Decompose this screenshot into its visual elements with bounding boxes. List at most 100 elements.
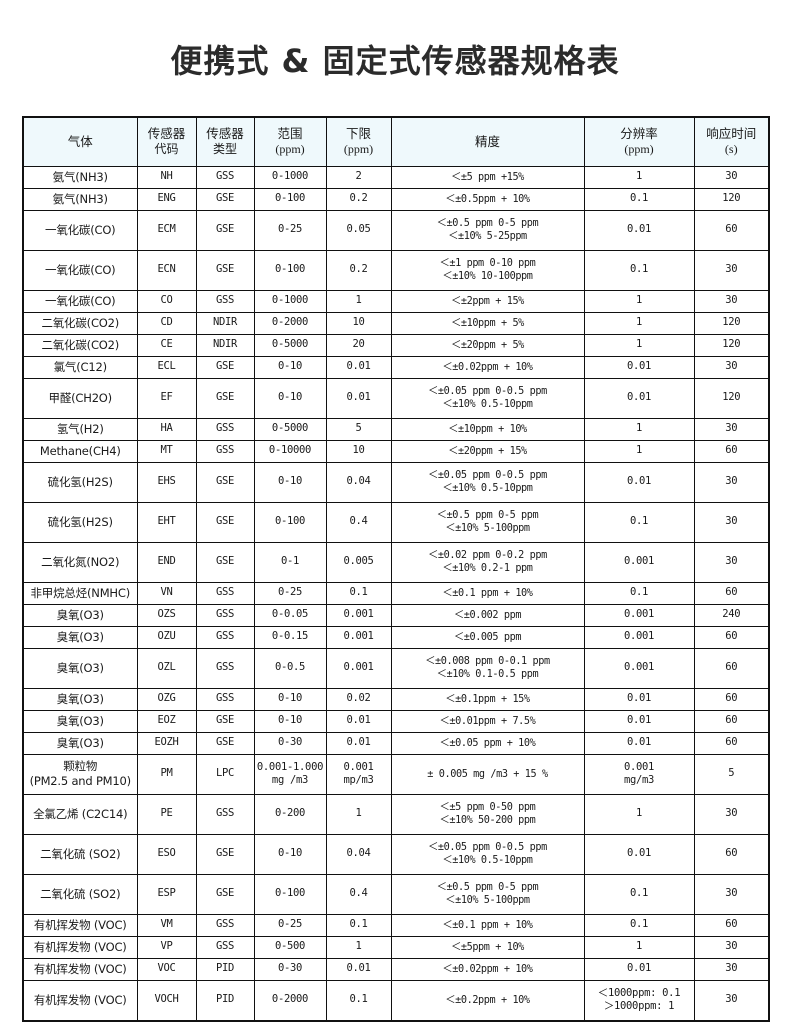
column-header-range: 范围 (ppm)	[253, 116, 327, 167]
cell-time: 30	[693, 249, 770, 291]
cell-res: 1	[583, 165, 695, 189]
cell-range: 0-1000	[253, 165, 327, 189]
cell-time: 30	[693, 957, 770, 981]
cell-res: 1	[583, 289, 695, 313]
cell-gas: 臭氧(O3)	[22, 709, 138, 733]
cell-res: 0.001 mg/m3	[583, 753, 695, 795]
cell-acc: ＜±0.5 ppm 0-5 ppm ＜±10% 5-100ppm	[390, 501, 585, 543]
table-row: 二氧化碳(CO2) CE NDIR 0-5000 20 ＜±20ppm + 5% 1 120	[22, 333, 770, 357]
cell-limit: 0.1	[325, 913, 392, 937]
cell-code: EHT	[136, 501, 197, 543]
cell-res: 1	[583, 311, 695, 335]
table-row: 臭氧(O3) OZG GSS 0-10 0.02 ＜±0.1ppm + 15% 0.01 60	[22, 687, 770, 711]
cell-code: ECL	[136, 355, 197, 379]
column-header-unit: (ppm)	[343, 141, 374, 156]
cell-range: 0-25	[253, 209, 327, 251]
cell-code: END	[136, 541, 197, 583]
cell-type: NDIR	[195, 333, 255, 357]
cell-limit: 1	[325, 289, 392, 313]
cell-res: 0.01	[583, 461, 695, 503]
table-row: 有机挥发物 (VOC) VM GSS 0-25 0.1 ＜±0.1 ppm + 10% 0.…	[22, 913, 770, 937]
cell-gas: 二氧化碳(CO2)	[22, 333, 138, 357]
cell-gas: 有机挥发物 (VOC)	[22, 957, 138, 981]
table-row: 非甲烷总烃(NMHC) VN GSS 0-25 0.1 ＜±0.1 ppm + 10% 0.…	[22, 581, 770, 605]
cell-type: GSS	[195, 687, 255, 711]
cell-acc: ＜±0.05 ppm + 10%	[390, 731, 585, 755]
sensor-spec-table: 气体 传感器 代码 传感器 类型 范围 (ppm) 下限 (ppm) 精度 分辨率 (ppm) 响应时间…	[22, 115, 770, 1022]
cell-range: 0-5000	[253, 417, 327, 441]
column-header-acc: 精度	[390, 116, 585, 167]
cell-range: 0-0.05	[253, 603, 327, 627]
cell-code: PE	[136, 793, 197, 835]
cell-gas: 臭氧(O3)	[22, 625, 138, 649]
cell-gas: 非甲烷总烃(NMHC)	[22, 581, 138, 605]
column-header-time: 响应时间 (s)	[693, 116, 770, 167]
cell-limit: 10	[325, 311, 392, 335]
cell-gas: 二氧化硫 (SO2)	[22, 833, 138, 875]
cell-range: 0-1	[253, 541, 327, 583]
cell-code: OZL	[136, 647, 197, 689]
cell-code: CD	[136, 311, 197, 335]
table-header: 气体 传感器 代码 传感器 类型 范围 (ppm) 下限 (ppm) 精度 分辨率 (ppm) 响应时间…	[22, 116, 770, 167]
cell-gas: 全氯乙烯 (C2C14)	[22, 793, 138, 835]
cell-type: GSE	[195, 541, 255, 583]
table-row: 臭氧(O3) OZL GSS 0-0.5 0.001 ＜±0.008 ppm 0-0.1 …	[22, 647, 770, 689]
cell-res: 1	[583, 935, 695, 959]
cell-gas: 甲醛(CH2O)	[22, 377, 138, 419]
cell-time: 30	[693, 935, 770, 959]
cell-acc: ＜±2ppm + 15%	[390, 289, 585, 313]
cell-acc: ＜±0.1 ppm + 10%	[390, 581, 585, 605]
table-row: 氨气(NH3) ENG GSE 0-100 0.2 ＜±0.5ppm + 10% 0.1 12…	[22, 187, 770, 211]
cell-gas: 二氧化碳(CO2)	[22, 311, 138, 335]
cell-limit: 0.01	[325, 957, 392, 981]
cell-res: 0.1	[583, 581, 695, 605]
cell-type: GSS	[195, 289, 255, 313]
cell-limit: 0.01	[325, 709, 392, 733]
cell-limit: 10	[325, 439, 392, 463]
cell-time: 120	[693, 333, 770, 357]
cell-code: VN	[136, 581, 197, 605]
column-header-label: 传感器	[206, 125, 244, 141]
cell-res: 0.01	[583, 833, 695, 875]
cell-code: PM	[136, 753, 197, 795]
column-header-label: 传感器	[147, 125, 186, 141]
cell-limit: 0.2	[325, 187, 392, 211]
table-body: 氨气(NH3) NH GSS 0-1000 2 ＜±5 ppm +15% 1 30 氨气(NH3…	[22, 165, 770, 1022]
column-header-label: 气体	[67, 133, 93, 149]
cell-type: GSS	[195, 625, 255, 649]
cell-acc: ＜±0.1ppm + 15%	[390, 687, 585, 711]
cell-limit: 0.001 mp/m3	[325, 753, 392, 795]
cell-limit: 0.01	[325, 377, 392, 419]
cell-code: HA	[136, 417, 197, 441]
header-row: 气体 传感器 代码 传感器 类型 范围 (ppm) 下限 (ppm) 精度 分辨率 (ppm) 响应时间…	[22, 116, 770, 167]
cell-acc: ＜±0.01ppm + 7.5%	[390, 709, 585, 733]
column-header-unit: (ppm)	[624, 141, 654, 156]
cell-type: GSE	[195, 731, 255, 755]
cell-time: 60	[693, 709, 770, 733]
table-row: 臭氧(O3) EOZ GSE 0-10 0.01 ＜±0.01ppm + 7.5% 0.01…	[22, 709, 770, 733]
cell-limit: 0.02	[325, 687, 392, 711]
column-header-unit: (ppm)	[275, 141, 305, 156]
cell-limit: 0.001	[325, 647, 392, 689]
cell-time: 30	[693, 289, 770, 313]
cell-time: 60	[693, 581, 770, 605]
cell-res: 0.01	[583, 209, 695, 251]
cell-range: 0-100	[253, 501, 327, 543]
cell-acc: ＜±0.2ppm + 10%	[390, 979, 585, 1022]
cell-code: VM	[136, 913, 197, 937]
cell-code: VOCH	[136, 979, 197, 1022]
column-header-code: 传感器 代码	[136, 116, 197, 167]
cell-code: VOC	[136, 957, 197, 981]
cell-code: ENG	[136, 187, 197, 211]
cell-type: GSS	[195, 603, 255, 627]
cell-acc: ＜±0.02ppm + 10%	[390, 355, 585, 379]
cell-range: 0-30	[253, 731, 327, 755]
cell-time: 120	[693, 187, 770, 211]
cell-range: 0-25	[253, 913, 327, 937]
cell-range: 0-5000	[253, 333, 327, 357]
cell-range: 0-10	[253, 461, 327, 503]
cell-range: 0-10	[253, 687, 327, 711]
cell-range: 0-2000	[253, 311, 327, 335]
cell-type: GSE	[195, 873, 255, 915]
cell-acc: ＜±1 ppm 0-10 ppm ＜±10% 10-100ppm	[390, 249, 585, 291]
